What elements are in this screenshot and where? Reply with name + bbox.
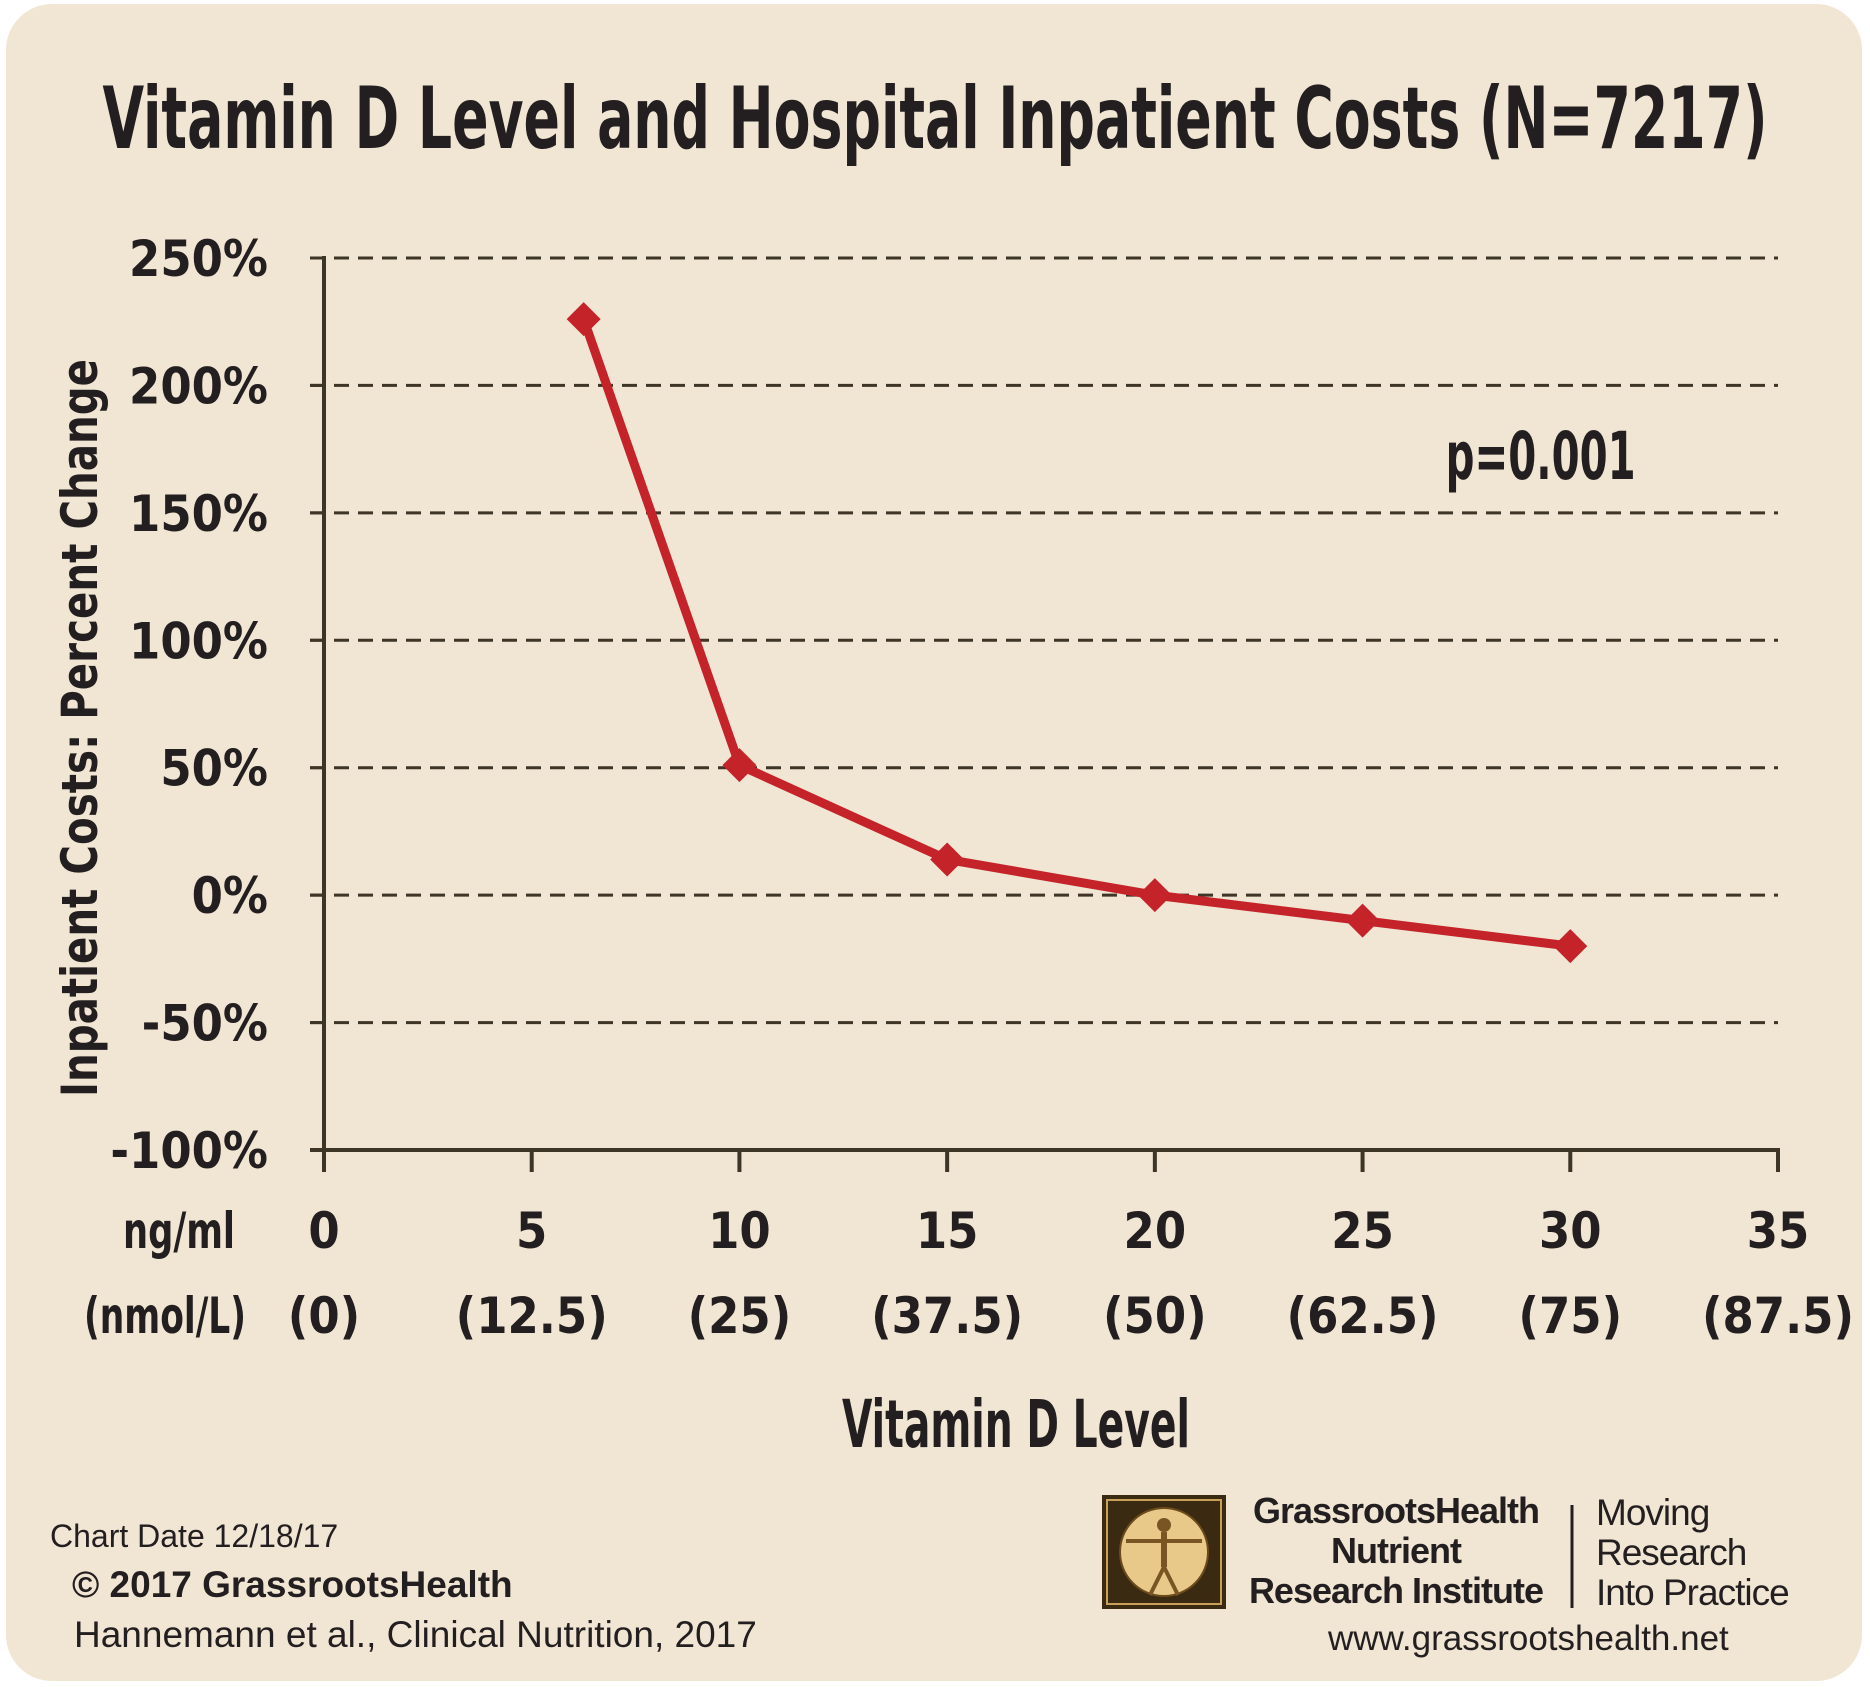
data-point-marker (722, 748, 757, 783)
y-tick-labels: 250% 200% 150% 100% 50% 0% -50% -100% (110, 230, 268, 1180)
x-unit-label: ng/ml (123, 1202, 235, 1260)
brand-line-3: Research Institute (1248, 1570, 1544, 1611)
y-tick-label: 250% (129, 230, 268, 288)
brand-line-1: GrassrootsHealth (1252, 1490, 1540, 1531)
x-tick-sublabel: (12.5) (456, 1287, 608, 1345)
tagline: Moving Research Into Practice (1596, 1492, 1790, 1613)
y-tick-label: -100% (110, 1122, 268, 1180)
brand-name: GrassrootsHealth Nutrient Research Insti… (1236, 1491, 1556, 1611)
data-point-marker (930, 842, 965, 877)
citation-text: Hannemann et al., Clinical Nutrition, 20… (74, 1614, 757, 1655)
y-tick-label: 150% (129, 485, 268, 543)
data-point-marker (1137, 878, 1172, 913)
x-tick-sublabel: (62.5) (1287, 1287, 1439, 1345)
x-tick-label: 10 (708, 1202, 771, 1260)
y-tick-label: 100% (129, 612, 268, 670)
x-tick-sublabel: (0) (288, 1287, 360, 1345)
series-line (579, 317, 1571, 951)
y-tick-label: 0% (192, 867, 268, 925)
x-tick-sublabel: (87.5) (1702, 1287, 1854, 1345)
x-unit-label-secondary: (nmol/L) (84, 1287, 246, 1345)
y-axis-title: Inpatient Costs: Percent Change (51, 359, 109, 1097)
website-link[interactable]: www.grassrootshealth.net (1328, 1619, 1729, 1658)
grid-lines (310, 256, 1778, 1025)
x-tick-label: 30 (1539, 1202, 1602, 1260)
chart-title: Vitamin D Level and Hospital Inpatient C… (103, 69, 1768, 169)
x-tick-label: 20 (1124, 1202, 1187, 1260)
x-tick-label: 0 (308, 1202, 339, 1260)
x-axis-title: Vitamin D Level (842, 1386, 1190, 1463)
p-value-annotation: p=0.001 (1446, 418, 1636, 495)
x-tick-sublabel: (50) (1103, 1287, 1207, 1345)
x-tick-sublabel: (75) (1518, 1287, 1622, 1345)
brand-line-2: Nutrient (1331, 1530, 1462, 1571)
data-point-marker (566, 302, 601, 337)
x-tick-label: 15 (916, 1202, 979, 1260)
tagline-line-1: Moving (1596, 1492, 1710, 1533)
x-tick-sublabel: (37.5) (871, 1287, 1023, 1345)
x-tick-label: 35 (1747, 1202, 1810, 1260)
x-tick-label: 25 (1331, 1202, 1394, 1260)
data-point-marker (1553, 929, 1588, 964)
x-tick-labels: 0 (0) 5 (12.5) 10 (25) 15 (37.5) 20 (50) 25 (62.5) 3… (288, 1202, 1854, 1345)
x-tick-sublabel: (25) (688, 1287, 792, 1345)
copyright-text: © 2017 GrassrootsHealth (72, 1564, 513, 1605)
chart-date: Chart Date 12/18/17 (50, 1518, 339, 1554)
y-tick-label: 50% (160, 740, 268, 798)
vitruvian-man-icon (1102, 1495, 1226, 1609)
x-tick-label: 5 (516, 1202, 547, 1260)
y-tick-label: -50% (142, 995, 268, 1053)
axes (310, 256, 1780, 1172)
data-series (566, 302, 1588, 964)
tagline-line-3: Into Practice (1596, 1572, 1790, 1613)
y-tick-label: 200% (129, 357, 268, 415)
data-point-marker (1345, 903, 1380, 938)
chart-card (6, 4, 1862, 1681)
tagline-line-2: Research (1596, 1532, 1747, 1573)
